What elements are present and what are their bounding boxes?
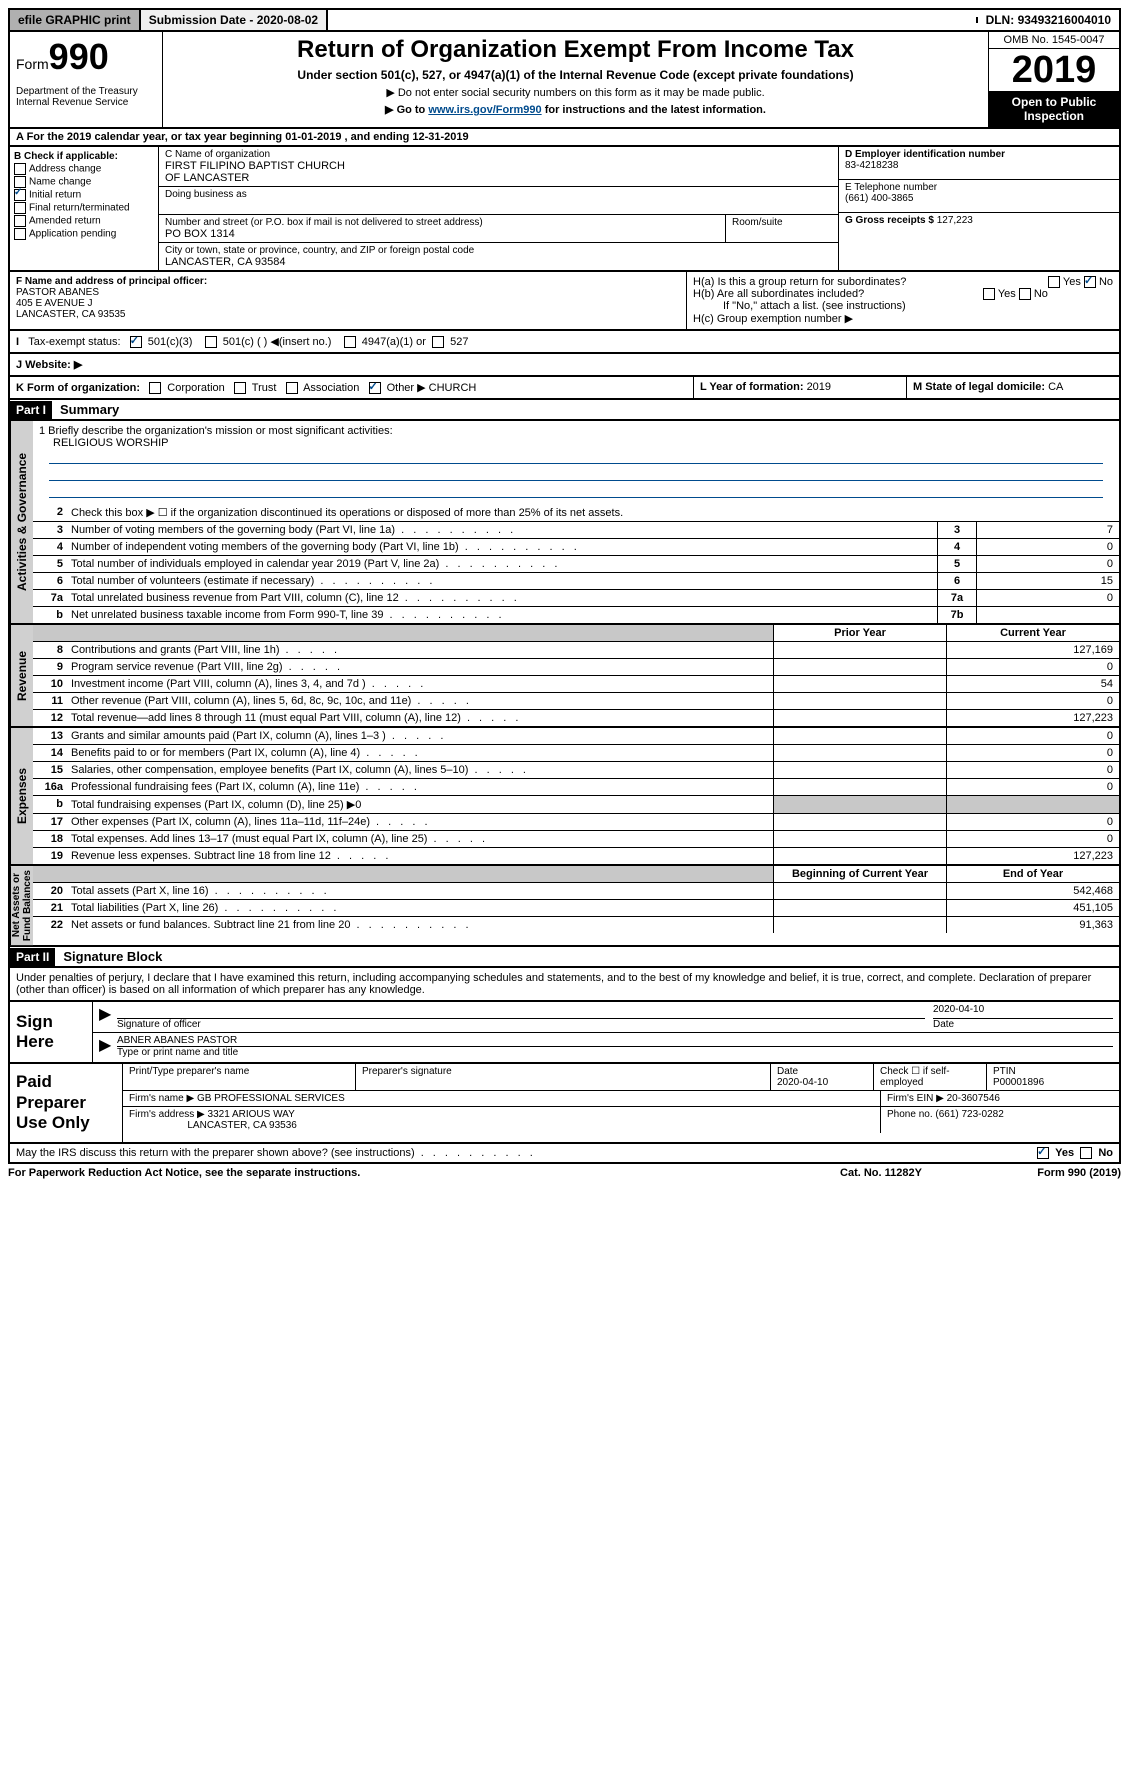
col-c-org-info: C Name of organization FIRST FILIPINO BA… [159,147,839,270]
discuss-row: May the IRS discuss this return with the… [8,1144,1121,1164]
table-row: 3Number of voting members of the governi… [33,522,1119,539]
top-bar: efile GRAPHIC print Submission Date - 20… [8,8,1121,32]
table-row: 18Total expenses. Add lines 13–17 (must … [33,831,1119,848]
table-row: 12Total revenue—add lines 8 through 11 (… [33,710,1119,726]
table-row: 8Contributions and grants (Part VIII, li… [33,642,1119,659]
form-subtitle: Under section 501(c), 527, or 4947(a)(1)… [173,68,978,82]
table-row: 22Net assets or fund balances. Subtract … [33,917,1119,933]
perjury-statement: Under penalties of perjury, I declare th… [8,968,1121,1002]
part-1-header: Part I Summary [8,400,1121,421]
ein-cell: D Employer identification number 83-4218… [839,147,1119,180]
row-k-org-form: K Form of organization: Corporation Trus… [8,377,1121,400]
cb-discuss-yes[interactable] [1037,1147,1049,1159]
efile-label[interactable]: efile GRAPHIC print [10,10,141,30]
governance-section: Activities & Governance 1 Briefly descri… [8,421,1121,625]
mission-block: 1 Briefly describe the organization's mi… [33,421,1119,504]
table-row: 10Investment income (Part VIII, column (… [33,676,1119,693]
cb-501c[interactable] [205,336,217,348]
cb-final-return[interactable]: Final return/terminated [14,202,154,214]
paid-preparer-block: Paid Preparer Use Only Print/Type prepar… [8,1064,1121,1143]
vtab-expenses: Expenses [10,728,33,864]
tax-year: 2019 [989,49,1119,91]
table-row: 4Number of independent voting members of… [33,539,1119,556]
table-row: 6Total number of volunteers (estimate if… [33,573,1119,590]
cb-address-change[interactable]: Address change [14,163,154,175]
table-row: 5Total number of individuals employed in… [33,556,1119,573]
table-row: 19Revenue less expenses. Subtract line 1… [33,848,1119,864]
table-row: 14Benefits paid to or for members (Part … [33,745,1119,762]
blank-cell [328,17,977,23]
table-row: 15Salaries, other compensation, employee… [33,762,1119,779]
part-2-header: Part II Signature Block [8,947,1121,968]
cb-name-change[interactable]: Name change [14,176,154,188]
omb-number: OMB No. 1545-0047 [989,32,1119,49]
revenue-section: Revenue Prior Year Current Year 8Contrib… [8,625,1121,728]
form990-link[interactable]: www.irs.gov/Form990 [428,104,541,116]
header-right: OMB No. 1545-0047 2019 Open to Public In… [988,32,1119,127]
sign-here-block: Sign Here ▶ Signature of officer 2020-04… [8,1002,1121,1064]
city-cell: City or town, state or province, country… [159,243,838,270]
table-row: 20Total assets (Part X, line 16)542,468 [33,883,1119,900]
dba-cell: Doing business as [159,187,838,215]
vtab-net-assets: Net Assets or Fund Balances [10,866,33,945]
cb-discuss-no[interactable] [1080,1147,1092,1159]
table-row: bTotal fundraising expenses (Part IX, co… [33,796,1119,814]
note-1: ▶ Do not enter social security numbers o… [173,86,978,99]
cb-4947[interactable] [344,336,356,348]
col-b-header: B Check if applicable: [14,151,154,162]
header-left: Form990 Department of the Treasury Inter… [10,32,163,127]
arrow-icon: ▶ [99,1035,117,1058]
row-j-website: J Website: ▶ [8,354,1121,377]
table-row: 17Other expenses (Part IX, column (A), l… [33,814,1119,831]
section-bcde: B Check if applicable: Address change Na… [8,147,1121,272]
open-public: Open to Public Inspection [989,91,1119,127]
table-row: 9Program service revenue (Part VIII, lin… [33,659,1119,676]
phone-cell: E Telephone number (661) 400-3865 [839,180,1119,213]
net-header-row: Beginning of Current Year End of Year [33,866,1119,883]
submission-date: Submission Date - 2020-08-02 [141,10,328,30]
form-header: Form990 Department of the Treasury Inter… [8,32,1121,129]
footer: For Paperwork Reduction Act Notice, see … [8,1164,1121,1182]
header-center: Return of Organization Exempt From Incom… [163,32,988,127]
table-row: 16aProfessional fundraising fees (Part I… [33,779,1119,796]
dln: DLN: 93493216004010 [978,10,1119,30]
col-de: D Employer identification number 83-4218… [839,147,1119,270]
form-number: Form990 [16,36,156,78]
net-assets-section: Net Assets or Fund Balances Beginning of… [8,866,1121,947]
table-row: 11Other revenue (Part VIII, column (A), … [33,693,1119,710]
table-row: 2Check this box ▶ ☐ if the organization … [33,504,1119,522]
cb-amended[interactable]: Amended return [14,215,154,227]
address-cell: Number and street (or P.O. box if mail i… [159,215,838,243]
col-b-checkboxes: B Check if applicable: Address change Na… [10,147,159,270]
gross-cell: G Gross receipts $ 127,223 [839,213,1119,245]
vtab-governance: Activities & Governance [10,421,33,623]
vtab-revenue: Revenue [10,625,33,726]
revenue-header-row: Prior Year Current Year [33,625,1119,642]
note-2: ▶ Go to www.irs.gov/Form990 for instruct… [173,103,978,116]
row-f-h: F Name and address of principal officer:… [8,272,1121,331]
cb-initial-return[interactable]: Initial return [14,189,154,201]
cb-501c3[interactable] [130,336,142,348]
table-row: 7aTotal unrelated business revenue from … [33,590,1119,607]
table-row: 21Total liabilities (Part X, line 26)451… [33,900,1119,917]
cb-application-pending[interactable]: Application pending [14,228,154,240]
table-row: bNet unrelated business taxable income f… [33,607,1119,623]
form-title: Return of Organization Exempt From Incom… [173,36,978,64]
group-return: H(a) Is this a group return for subordin… [687,272,1119,329]
principal-officer: F Name and address of principal officer:… [10,272,687,329]
department: Department of the Treasury Internal Reve… [16,86,156,108]
row-i-tax-status: I Tax-exempt status: 501(c)(3) 501(c) ( … [8,331,1121,354]
cb-527[interactable] [432,336,444,348]
arrow-icon: ▶ [99,1004,117,1030]
expenses-section: Expenses 13Grants and similar amounts pa… [8,728,1121,866]
table-row: 13Grants and similar amounts paid (Part … [33,728,1119,745]
line-a: A For the 2019 calendar year, or tax yea… [8,129,1121,147]
org-name-cell: C Name of organization FIRST FILIPINO BA… [159,147,838,187]
